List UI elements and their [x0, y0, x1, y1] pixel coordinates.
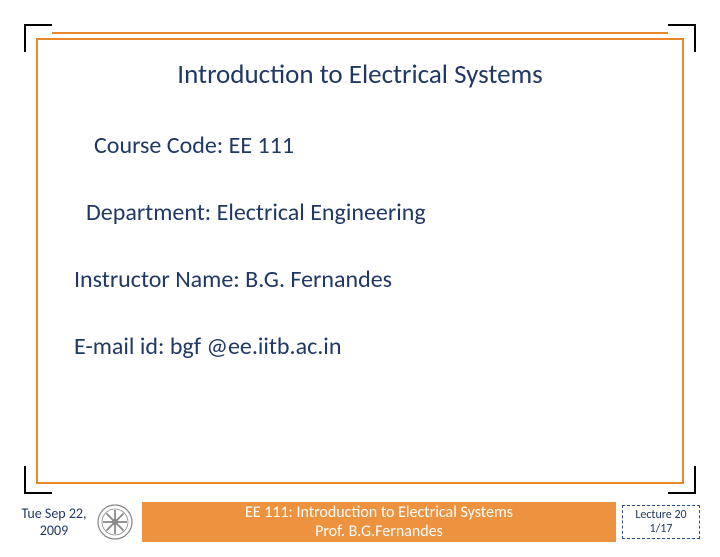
department-line: Department: Electrical Engineering: [86, 198, 652, 227]
banner-professor: Prof. B.G.Fernandes: [142, 522, 616, 541]
footer-banner: EE 111: Introduction to Electrical Syste…: [142, 502, 616, 542]
orange-top-rule: [52, 32, 668, 34]
instructor-line: Instructor Name: B.G. Fernandes: [74, 265, 652, 294]
course-code-line: Course Code: EE 111: [94, 131, 652, 160]
lecture-indicator: Lecture 20 1/17: [622, 505, 700, 540]
email-line: E-mail id: bgf @ee.iitb.ac.in: [74, 332, 652, 361]
slide-title: Introduction to Electrical Systems: [68, 58, 652, 91]
page-number: 1/17: [623, 522, 699, 536]
footer-bar: Tue Sep 22, 2009 EE 111: Introduction to…: [0, 501, 720, 543]
lecture-number: Lecture 20: [623, 508, 699, 522]
banner-course-title: EE 111: Introduction to Electrical Syste…: [142, 503, 616, 522]
institute-logo: [88, 501, 142, 543]
content-frame: Introduction to Electrical Systems Cours…: [36, 38, 684, 484]
footer-date: Tue Sep 22, 2009: [0, 505, 88, 540]
